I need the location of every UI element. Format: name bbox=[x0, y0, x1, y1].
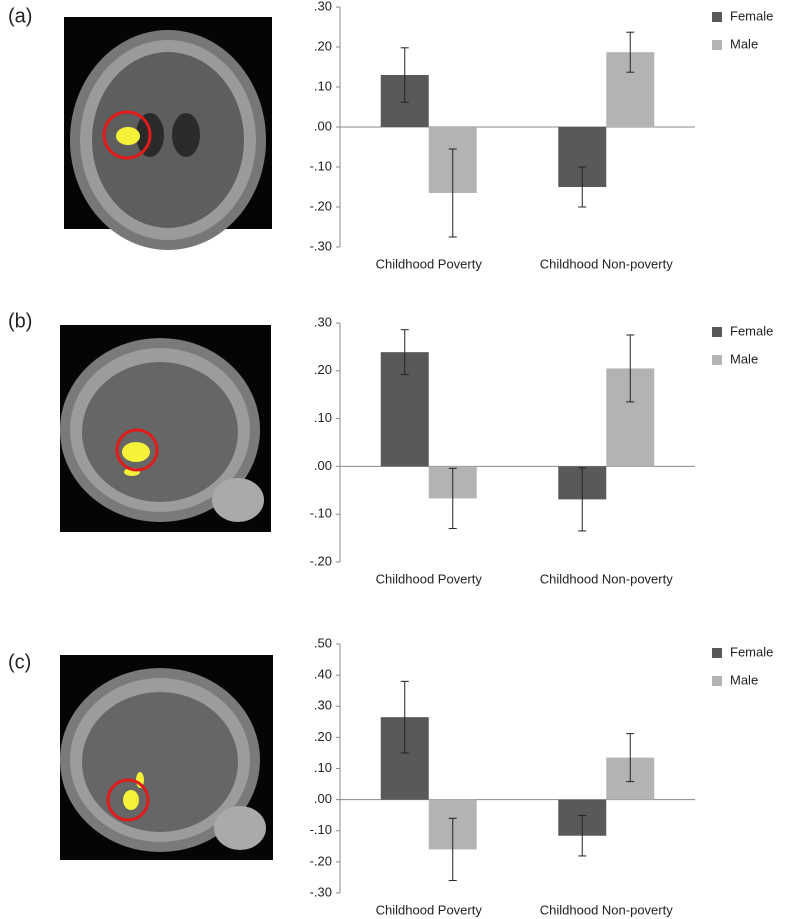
brain-image-c bbox=[60, 655, 273, 860]
y-tick-label: .20 bbox=[314, 362, 332, 377]
error-bar bbox=[400, 47, 409, 103]
error-bar bbox=[448, 467, 457, 530]
legend-swatch bbox=[712, 12, 722, 22]
y-tick-label: -.10 bbox=[310, 506, 332, 521]
error-bar bbox=[578, 166, 587, 208]
legend-label: Male bbox=[730, 36, 758, 51]
y-tick-label: -.10 bbox=[310, 158, 332, 173]
error-bar bbox=[400, 329, 409, 376]
error-bar bbox=[448, 148, 457, 238]
error-bar bbox=[626, 334, 635, 403]
x-tick-label: Childhood Poverty bbox=[376, 902, 483, 917]
panel-label: (a) bbox=[8, 5, 32, 27]
y-tick-label: -.20 bbox=[310, 853, 332, 868]
legend-swatch bbox=[712, 648, 722, 658]
legend-swatch bbox=[712, 327, 722, 337]
legend-label: Male bbox=[730, 672, 758, 687]
error-bar bbox=[400, 680, 409, 754]
y-tick-label: -.30 bbox=[310, 238, 332, 253]
y-tick-label: .10 bbox=[314, 410, 332, 425]
legend-label: Female bbox=[730, 323, 773, 338]
x-tick-label: Childhood Non-poverty bbox=[540, 256, 673, 271]
error-bar bbox=[578, 467, 587, 532]
x-tick-label: Childhood Non-poverty bbox=[540, 902, 673, 917]
y-tick-label: -.20 bbox=[310, 553, 332, 568]
panel-label: (b) bbox=[8, 310, 32, 332]
y-tick-label: -.10 bbox=[310, 822, 332, 837]
y-tick-label: .50 bbox=[314, 635, 332, 650]
error-bar bbox=[448, 817, 457, 882]
x-tick-label: Childhood Poverty bbox=[376, 571, 483, 586]
legend-swatch bbox=[712, 676, 722, 686]
panel-label: (c) bbox=[8, 651, 31, 673]
brain-image-b bbox=[60, 325, 271, 532]
y-tick-label: .20 bbox=[314, 38, 332, 53]
legend-swatch bbox=[712, 355, 722, 365]
x-tick-label: Childhood Poverty bbox=[376, 256, 483, 271]
error-bar bbox=[626, 733, 635, 783]
error-bar bbox=[626, 31, 635, 73]
legend-label: Female bbox=[730, 8, 773, 23]
legend-label: Female bbox=[730, 644, 773, 659]
y-tick-label: .10 bbox=[314, 760, 332, 775]
error-bar bbox=[578, 814, 587, 857]
y-tick-label: .40 bbox=[314, 667, 332, 682]
y-tick-label: .20 bbox=[314, 729, 332, 744]
x-tick-label: Childhood Non-poverty bbox=[540, 571, 673, 586]
y-tick-label: .00 bbox=[314, 118, 332, 133]
y-tick-label: .30 bbox=[314, 0, 332, 13]
y-tick-label: .10 bbox=[314, 78, 332, 93]
y-tick-label: .30 bbox=[314, 698, 332, 713]
brain-image-a bbox=[64, 17, 272, 250]
legend-swatch bbox=[712, 40, 722, 50]
legend-label: Male bbox=[730, 351, 758, 366]
y-tick-label: -.20 bbox=[310, 198, 332, 213]
y-tick-label: -.30 bbox=[310, 884, 332, 899]
y-tick-label: .00 bbox=[314, 791, 332, 806]
y-tick-label: .30 bbox=[314, 314, 332, 329]
y-tick-label: .00 bbox=[314, 458, 332, 473]
